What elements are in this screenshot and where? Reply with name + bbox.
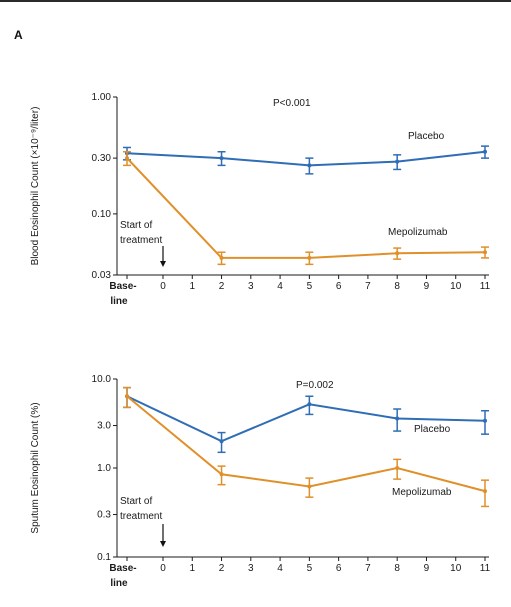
treatment-arrow-head	[160, 261, 166, 267]
data-point-mepolizumab	[219, 255, 224, 260]
panel-label: A	[14, 28, 23, 42]
series-label-placebo: Placebo	[408, 131, 445, 142]
x-tick-label-baseline: Base-	[109, 281, 136, 292]
x-tick-label: 5	[307, 563, 313, 574]
y-tick-label: 3.0	[97, 421, 111, 432]
y-tick-label: 1.00	[92, 92, 112, 103]
x-tick-label: 2	[219, 281, 225, 292]
x-tick-label-baseline: Base-	[109, 563, 136, 574]
series-label-mepolizumab: Mepolizumab	[392, 487, 452, 498]
series-label-placebo: Placebo	[414, 424, 451, 435]
y-axis-title: Blood Eosinophil Count (×10⁻⁹/liter)	[30, 107, 41, 266]
y-tick-label: 10.0	[92, 374, 112, 385]
y-tick-label: 0.3	[97, 510, 111, 521]
data-point-placebo	[483, 149, 487, 154]
p-value-annotation: P=0.002	[296, 380, 334, 391]
y-tick-label: 0.03	[92, 270, 112, 281]
series-label-mepolizumab: Mepolizumab	[388, 227, 448, 238]
x-tick-label: 1	[189, 281, 195, 292]
x-tick-label: 9	[424, 281, 430, 292]
data-point-placebo	[395, 159, 400, 164]
treatment-label-line1: Start of	[120, 496, 152, 507]
y-axis-title: Sputum Eosinophil Count (%)	[30, 402, 41, 533]
y-tick-label: 0.10	[92, 209, 112, 220]
data-point-placebo	[219, 439, 224, 444]
x-tick-label: 1	[189, 563, 195, 574]
x-tick-label: 0	[160, 281, 166, 292]
x-tick-label: 9	[424, 563, 430, 574]
y-tick-label: 0.1	[97, 552, 111, 563]
x-tick-label: 4	[277, 563, 283, 574]
data-point-mepolizumab	[307, 484, 312, 489]
x-tick-label: 10	[450, 563, 462, 574]
x-tick-label: 7	[365, 563, 371, 574]
x-tick-label: 11	[480, 563, 491, 574]
data-point-mepolizumab	[125, 156, 129, 161]
x-tick-label: 8	[394, 563, 400, 574]
x-tick-label-baseline-line2: line	[110, 578, 128, 589]
x-tick-label: 0	[160, 563, 166, 574]
treatment-label-line2: treatment	[120, 511, 162, 522]
x-tick-label: 3	[248, 281, 254, 292]
x-tick-label: 6	[336, 563, 342, 574]
x-tick-label: 8	[394, 281, 400, 292]
x-tick-label: 2	[219, 563, 225, 574]
data-point-placebo	[483, 418, 487, 423]
data-point-placebo	[219, 156, 224, 161]
x-tick-label: 4	[277, 281, 283, 292]
data-point-mepolizumab	[307, 255, 312, 260]
x-tick-label: 10	[450, 281, 462, 292]
x-tick-label: 6	[336, 281, 342, 292]
data-point-placebo	[307, 163, 312, 168]
series-line-mepolizumab	[126, 157, 486, 259]
x-tick-label-baseline-line2: line	[110, 296, 128, 307]
x-tick-label: 5	[307, 281, 313, 292]
treatment-label-line1: Start of	[120, 220, 152, 231]
y-tick-label: 0.30	[92, 153, 112, 164]
x-tick-label: 11	[480, 281, 491, 292]
data-point-mepolizumab	[395, 251, 400, 256]
treatment-label-line2: treatment	[120, 235, 162, 246]
data-point-placebo	[395, 416, 400, 421]
data-point-mepolizumab	[395, 466, 400, 470]
p-value-annotation: P<0.001	[273, 98, 311, 109]
x-tick-label: 7	[365, 281, 371, 292]
data-point-placebo	[307, 402, 312, 407]
data-point-mepolizumab	[219, 472, 224, 477]
y-tick-label: 1.0	[97, 463, 111, 474]
series-line-mepolizumab	[126, 395, 486, 493]
data-point-mepolizumab	[483, 250, 487, 255]
x-tick-label: 3	[248, 563, 254, 574]
data-point-mepolizumab	[483, 489, 487, 494]
treatment-arrow-head	[160, 541, 166, 547]
data-point-mepolizumab	[125, 394, 129, 399]
